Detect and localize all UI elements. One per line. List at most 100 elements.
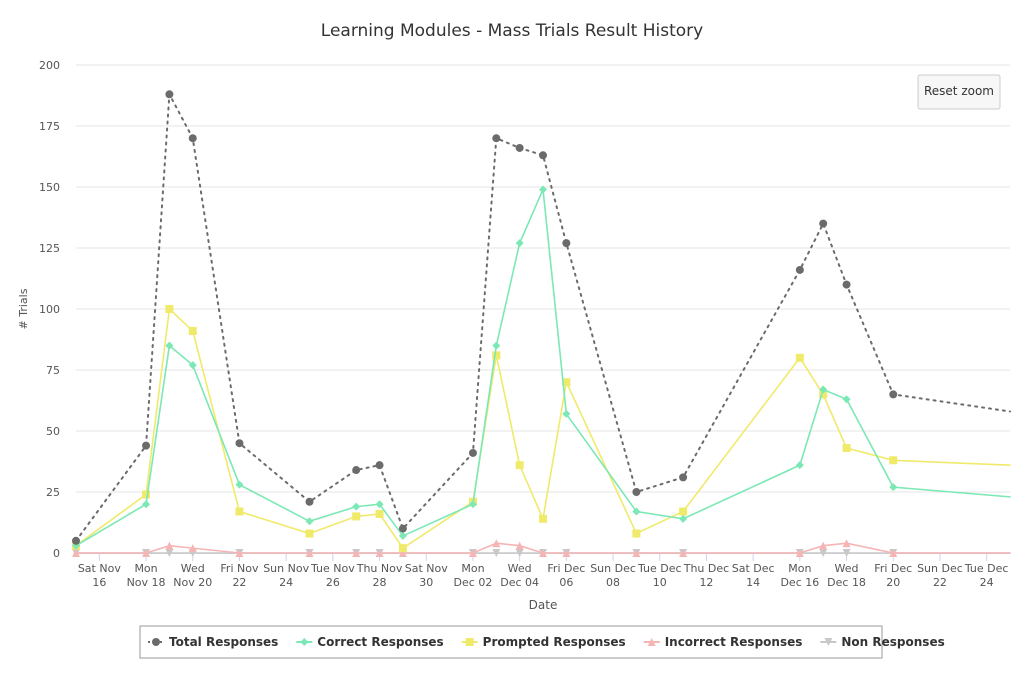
point bbox=[632, 507, 641, 516]
point bbox=[375, 461, 384, 470]
point bbox=[679, 549, 688, 557]
legend: Total Responses Correct Responses Prompted… bbox=[139, 625, 945, 659]
point bbox=[819, 549, 828, 557]
y-tick-label: 125 bbox=[39, 242, 60, 255]
point bbox=[492, 549, 501, 557]
point bbox=[72, 536, 80, 545]
x-tick-label: Sun Nov 24 bbox=[263, 562, 309, 589]
point bbox=[375, 500, 384, 509]
point bbox=[352, 502, 361, 511]
legend-item[interactable]: Incorrect Responses bbox=[643, 635, 803, 649]
point bbox=[632, 529, 641, 538]
button-bg[interactable] bbox=[917, 74, 1001, 110]
point bbox=[515, 549, 524, 557]
x-tick-label: Thu Nov 28 bbox=[356, 562, 403, 589]
reset-zoom-button[interactable]: Reset zoom bbox=[917, 74, 1001, 110]
y-tick-label: 150 bbox=[39, 181, 60, 194]
point bbox=[305, 529, 314, 538]
point bbox=[562, 378, 571, 387]
point bbox=[398, 549, 407, 557]
point bbox=[468, 500, 477, 509]
x-tick-label: Wed Dec 04 bbox=[500, 562, 539, 589]
y-tick-label: 50 bbox=[46, 425, 60, 438]
point bbox=[188, 544, 197, 553]
x-tick-label: Tue Nov 26 bbox=[310, 562, 355, 589]
point bbox=[889, 483, 898, 492]
y-tick-label: 100 bbox=[39, 303, 60, 316]
point bbox=[842, 280, 851, 289]
x-tick-label: Fri Nov 22 bbox=[220, 562, 259, 589]
point bbox=[539, 151, 547, 160]
x-tick-label: Fri Dec 06 bbox=[547, 562, 585, 589]
x-tick-label: Mon Dec 02 bbox=[454, 562, 493, 589]
point bbox=[72, 549, 80, 557]
x-tick-label: Mon Dec 16 bbox=[780, 562, 819, 589]
point bbox=[795, 549, 804, 557]
point bbox=[142, 549, 151, 557]
point bbox=[235, 439, 244, 448]
point bbox=[188, 134, 197, 143]
point bbox=[352, 549, 361, 557]
x-tick-label: Sat Nov 30 bbox=[405, 562, 448, 589]
point bbox=[398, 544, 407, 553]
y-tick-label: 75 bbox=[46, 364, 60, 377]
point bbox=[468, 549, 477, 557]
legend-symbol bbox=[647, 638, 656, 646]
chart-title: Learning Modules - Mass Trials Result Hi… bbox=[321, 21, 703, 41]
point bbox=[305, 549, 314, 557]
point bbox=[515, 461, 524, 470]
legend-symbol bbox=[300, 638, 309, 646]
legend-label: Correct Responses bbox=[317, 635, 443, 649]
legend-label: Non Responses bbox=[841, 635, 944, 649]
point bbox=[795, 265, 804, 274]
x-axis-title: Date bbox=[529, 598, 558, 612]
point bbox=[679, 507, 688, 516]
point bbox=[819, 541, 828, 550]
legend-label: Prompted Responses bbox=[483, 635, 626, 649]
legend-item[interactable]: Non Responses bbox=[820, 635, 945, 649]
point bbox=[562, 239, 571, 248]
legend-symbol bbox=[152, 638, 160, 646]
point bbox=[842, 444, 851, 453]
x-tick-label: Fri Dec 20 bbox=[874, 562, 912, 589]
point bbox=[398, 524, 407, 533]
point bbox=[819, 219, 828, 228]
point bbox=[165, 341, 174, 350]
x-tick-label: Wed Nov 20 bbox=[173, 562, 212, 589]
point bbox=[235, 480, 244, 489]
point bbox=[375, 509, 384, 518]
x-tick-label: Mon Nov 18 bbox=[127, 562, 166, 589]
point bbox=[142, 490, 151, 499]
legend-item[interactable]: Prompted Responses bbox=[461, 635, 626, 649]
point bbox=[398, 531, 407, 540]
x-tick-label: Thu Dec 12 bbox=[683, 562, 729, 589]
point bbox=[515, 143, 524, 152]
y-tick-label: 175 bbox=[39, 120, 60, 133]
legend-label: Incorrect Responses bbox=[665, 635, 803, 649]
point bbox=[235, 507, 244, 516]
point bbox=[679, 473, 688, 482]
point bbox=[165, 549, 174, 557]
x-tick-label: Sat Nov 16 bbox=[78, 562, 121, 589]
x-tick-label: Sun Dec 08 bbox=[590, 562, 636, 589]
point bbox=[562, 409, 571, 418]
point bbox=[492, 341, 501, 350]
point bbox=[889, 390, 898, 399]
point bbox=[305, 497, 314, 506]
point bbox=[142, 500, 151, 509]
legend-item[interactable]: Total Responses bbox=[148, 635, 278, 649]
point bbox=[352, 512, 361, 521]
point bbox=[235, 549, 244, 557]
x-tick-label: Sat Dec 14 bbox=[732, 562, 775, 589]
series-line bbox=[75, 90, 1011, 542]
y-axis-title: # Trials bbox=[17, 288, 30, 329]
legend-item[interactable]: Correct Responses bbox=[296, 635, 444, 649]
point bbox=[188, 326, 197, 335]
point bbox=[142, 441, 151, 450]
point bbox=[165, 305, 174, 313]
x-tick-label: Tue Dec 10 bbox=[637, 562, 682, 589]
point bbox=[188, 361, 197, 370]
point bbox=[539, 185, 547, 194]
button-label[interactable]: Reset zoom bbox=[924, 84, 994, 98]
